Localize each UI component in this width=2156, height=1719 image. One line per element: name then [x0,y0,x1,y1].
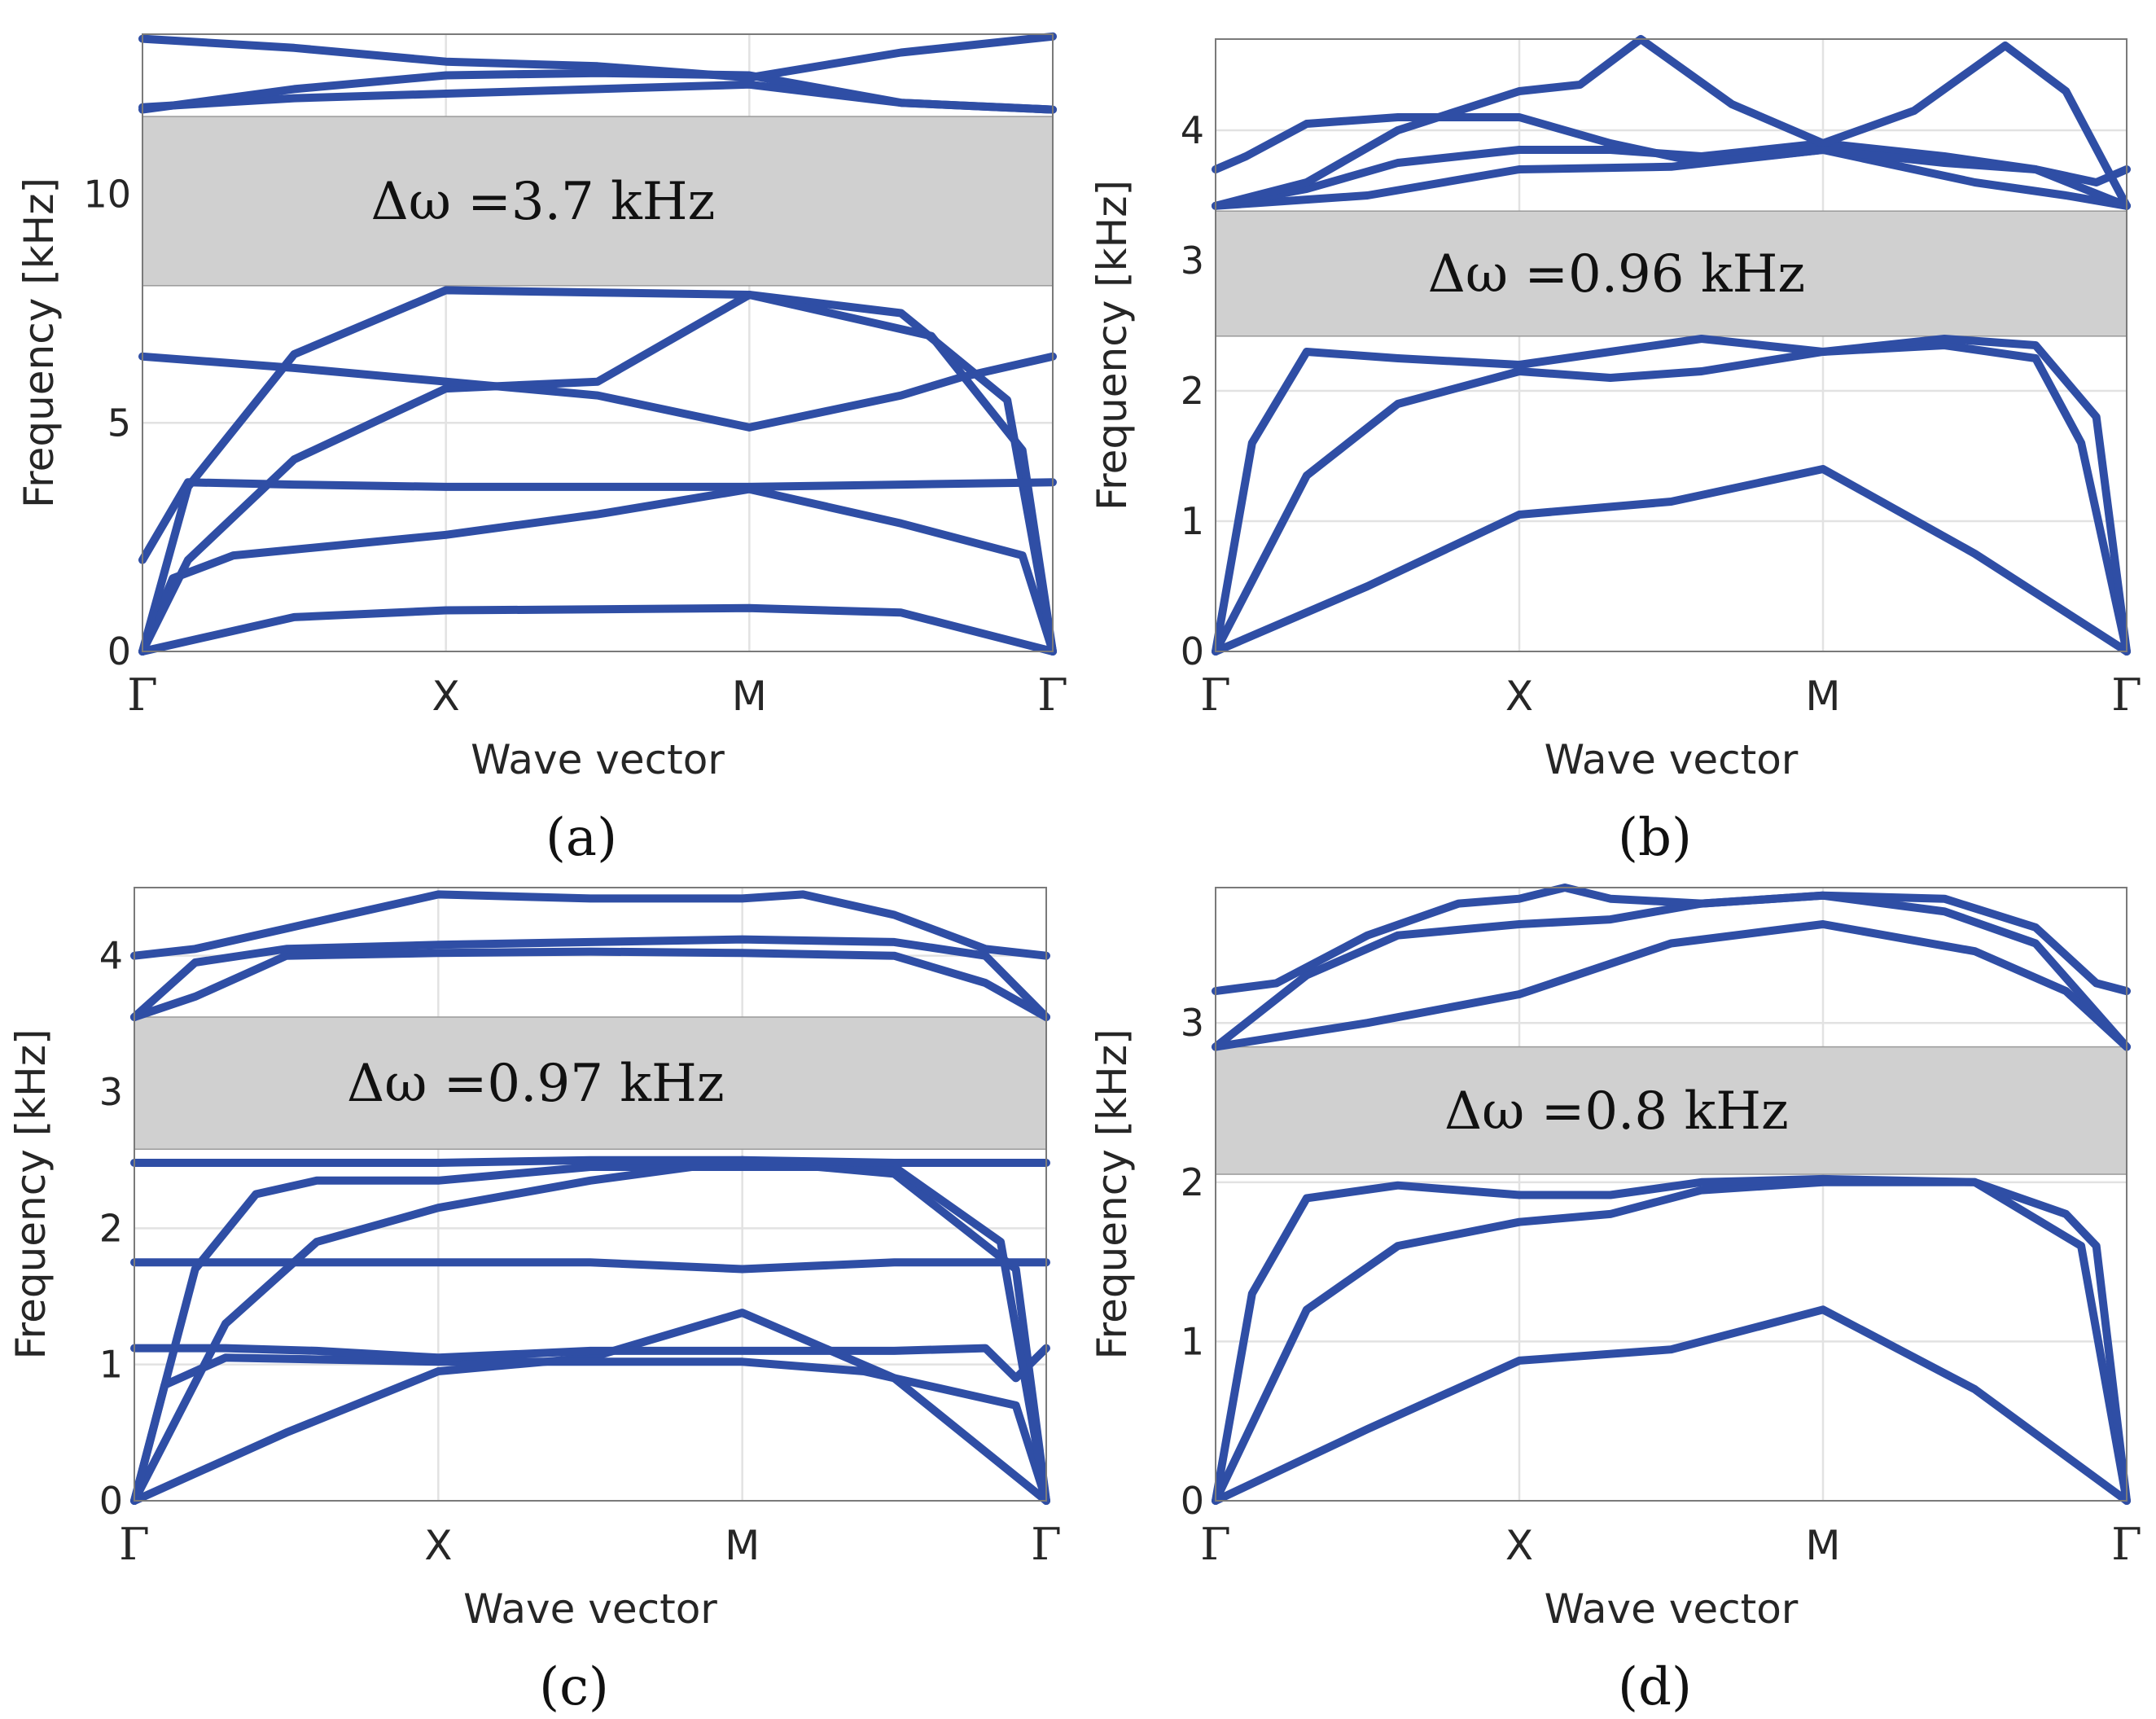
chart-1-xtick-label-2: M [1805,673,1840,720]
chart-1-ytick-label-4: 4 [1181,108,1204,152]
chart-0-axes-frame [142,33,1054,652]
chart-2-xtick-label-1: X [424,1522,452,1569]
chart-2-series-1 [130,1309,1050,1505]
chart-2-xtick-label-3: Γ [1031,1519,1061,1570]
chart-2-y-axis-label: Frequency [kHz] [7,1028,55,1359]
chart-3-xtick-label-0: Γ [1200,1519,1230,1570]
chart-0-series-8 [138,68,1057,114]
chart-2-caption: (c) [539,1657,609,1717]
chart-2-series-2 [130,1353,1050,1505]
chart-2-gap-label: Δω =0.97 kHz [347,1054,725,1114]
chart-3-axes-frame [1215,887,2128,1502]
chart-1-xtick-label-1: X [1505,673,1533,720]
chart-0-series-2 [138,485,1057,656]
chart-0-xtick-label-2: M [732,673,767,720]
chart-2-series-3 [130,1344,1050,1383]
chart-3-series-5 [1212,891,2131,1051]
chart-3-ytick-label-0: 0 [1181,1479,1204,1523]
chart-1-xtick-label-0: Γ [1200,669,1230,721]
chart-2-ytick-label-3: 3 [99,1070,123,1114]
chart-0-series-4 [138,286,1057,656]
chart-3-series-2 [1212,1177,2131,1505]
chart-3-xtick-label-1: X [1505,1522,1533,1569]
chart-3-xtick-label-2: M [1805,1522,1840,1569]
chart-3-ytick-label-2: 2 [1181,1160,1204,1204]
chart-2-series-5 [130,1163,1050,1505]
chart-2-series-9 [130,935,1050,1021]
chart-1-xtick-label-3: Γ [2111,669,2141,721]
chart-3-series-4 [1212,920,2131,1051]
chart-1-series-7 [1212,113,2131,186]
chart-3: Δω =0.8 kHz 0 1 2 3 Γ X M Γ Wave vector Frequency … [1089,884,2142,1717]
chart-0-gap-label: Δω =3.7 kHz [371,172,716,232]
chart-1-ytick-label-0: 0 [1181,629,1204,673]
chart-1-series-3 [1212,335,2131,656]
chart-1-ytick-label-2: 2 [1181,369,1204,413]
chart-3-xtick-label-3: Γ [2111,1519,2141,1570]
chart-3-band-gap [1215,1046,2128,1175]
chart-3-series-3 [1212,1174,2131,1505]
chart-2-series-8 [130,947,1050,1021]
chart-0-series-5 [138,478,1057,564]
chart-2-ytick-label-2: 2 [99,1206,123,1250]
chart-0: Δω =3.7 kHz 0 5 10 Γ X M Γ Wave vector Frequency … [15,32,1068,868]
chart-3-x-axis-label: Wave vector [1545,1585,1799,1633]
chart-2-x-axis-label: Wave vector [463,1585,717,1633]
chart-3-caption: (d) [1618,1657,1692,1717]
chart-3-series-6 [1212,884,2131,996]
chart-1-series-1 [1212,465,2131,656]
chart-3-gap-label: Δω =0.8 kHz [1444,1081,1789,1142]
chart-0-ytick-label-1: 5 [107,401,131,445]
chart-2-series-6 [130,1258,1050,1274]
chart-0-xtick-label-3: Γ [1037,669,1067,721]
chart-0-band-gap [142,116,1054,287]
chart-0-x-axis-label: Wave vector [471,736,725,783]
chart-3-series-1 [1212,1305,2131,1505]
chart-2-series-7 [130,1156,1050,1167]
chart-0-series-6 [138,352,1057,432]
chart-0-ytick-label-2: 10 [83,173,131,217]
chart-0-y-axis-label: Frequency [kHz] [15,178,63,508]
chart-0-xtick-label-1: X [432,673,460,720]
chart-3-ytick-label-1: 1 [1181,1319,1204,1363]
chart-2-ytick-label-0: 0 [99,1479,123,1523]
chart-3-y-axis-label: Frequency [kHz] [1089,1028,1136,1359]
chart-2-ytick-label-4: 4 [99,934,123,978]
chart-1-y-axis-label: Frequency [kHz] [1089,180,1136,511]
chart-2-axes-frame [134,887,1047,1502]
chart-0-series-1 [138,603,1057,656]
chart-2-series-4 [130,1156,1050,1505]
chart-0-caption: (a) [546,808,617,868]
chart-1-ytick-label-3: 3 [1181,239,1204,283]
chart-2-series-10 [130,890,1050,960]
chart-1-gap-label: Δω =0.96 kHz [1428,244,1806,305]
chart-1-series-6 [1212,35,2131,210]
chart-2-xtick-label-2: M [725,1522,760,1569]
chart-1-ytick-label-1: 1 [1181,499,1204,543]
chart-2-ytick-label-1: 1 [99,1343,123,1387]
chart-0-xtick-label-0: Γ [127,669,157,721]
chart-1: Δω =0.96 kHz 0 1 2 3 4 Γ X M Γ Wave vector Frequenc… [1089,35,2142,868]
chart-1-band-gap [1215,210,2128,337]
chart-0-ytick-label-0: 0 [107,629,131,673]
chart-1-series-2 [1212,341,2131,656]
chart-2-xtick-label-0: Γ [119,1519,149,1570]
chart-2-band-gap [134,1016,1047,1151]
chart-1-x-axis-label: Wave vector [1545,736,1799,783]
chart-0-series-3 [138,291,1057,656]
chart-3-ytick-label-3: 3 [1181,1001,1204,1045]
chart-1-axes-frame [1215,38,2128,652]
chart-0-series-9 [138,32,1057,82]
chart-1-caption: (b) [1618,808,1692,868]
chart-2: Δω =0.97 kHz 0 1 2 3 4 Γ X M Γ Wave vector Frequenc… [7,887,1062,1717]
